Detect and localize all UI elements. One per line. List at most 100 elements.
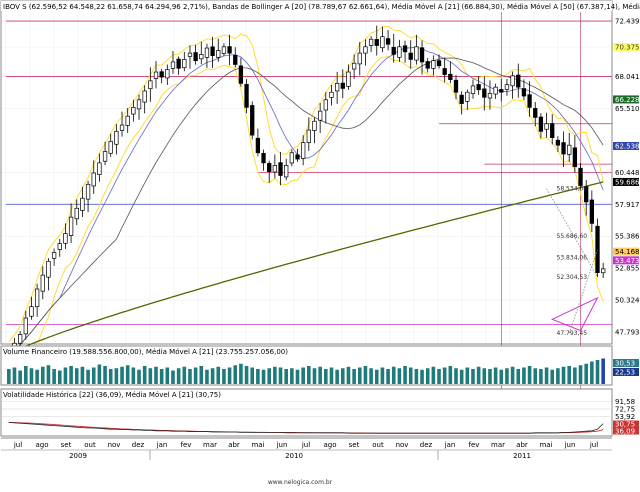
price-badge-5 [613,256,639,265]
candle-body [493,86,498,95]
candle-body [578,167,583,186]
candle-body [487,93,493,99]
volume-bar [46,365,51,384]
month-label-22: mai [539,441,552,449]
candle-body [459,94,464,104]
volume-header-bg [2,347,302,356]
volume-panel: Volume Financeiro (19.588.556.800,00), M… [0,345,639,386]
price-badge-label-0: 70.375 [615,44,640,52]
candle-body [567,144,572,155]
volume-bar [103,366,107,384]
volume-bar [131,367,136,384]
volume-bar [148,368,153,384]
candle-body [142,90,147,103]
volume-bar [125,365,130,384]
price-header-bg [1,1,612,11]
candle-body [255,137,261,154]
candle-body [199,54,204,60]
candle-body [351,62,357,70]
volume-bar [171,370,175,384]
price-badge-label-4: 54.168 [615,248,640,256]
volume-bar [261,369,266,384]
user-drawings [546,188,599,334]
month-label-15: out [372,441,384,449]
indicator-overlays [8,25,604,373]
price-badge-label-1: 66.228 [615,96,640,104]
volatility-line [8,422,604,434]
volume-bar [188,369,192,384]
month-label-23: jun [564,441,576,449]
volume-bar [414,369,419,384]
volatility-header: Volatilidade Histórica [22] (36,09), Méd… [3,391,221,399]
candle-body [301,142,306,159]
volume-bar [239,363,243,384]
volume-bar [335,369,339,384]
volume-bar [397,368,402,384]
fib-level-label-3: 52.304,53 [557,274,588,281]
candle-body [516,74,521,88]
volume-bar [267,368,272,384]
volume-bar [516,369,521,384]
volume-bar [590,361,594,384]
candle-body [210,46,215,56]
candle-body [584,186,589,203]
volume-bar [24,366,28,384]
candle-body [572,147,578,167]
volume-bar [57,370,62,384]
candle-body [165,69,170,79]
candle-body [63,233,68,244]
volume-bar [561,366,566,384]
volume-bar [312,368,317,384]
volume-bar [227,367,232,384]
volume-bar [533,368,538,384]
volume-bar [493,367,498,384]
volume-bar [346,366,351,384]
fib-level-label-2: 53.834,06 [557,254,588,261]
month-label-10: mai [251,441,264,449]
candle-body [278,162,283,176]
candle-body [91,172,96,187]
price-badge-0 [613,43,639,52]
price-tick-label-3: 65.510 [615,105,640,113]
candle-body [102,151,108,162]
fib-level-label-4: 47.793,45 [557,330,588,337]
month-label-0: jul [13,441,22,449]
price-tick-label-7: 52.855 [615,265,640,273]
candle-body [51,252,57,259]
candle-body [182,59,187,69]
month-labels: jul ago set out nov dez jan fev mar abr mai jun jul a… [13,441,598,449]
volume-bar [465,367,470,384]
volume-bar [290,368,294,384]
volume-bar [210,368,215,384]
month-label-24: jul [589,441,598,449]
volume-bar [539,369,543,384]
volatility-tick-label-0: 91,58 [615,398,635,406]
volume-bar [165,367,170,384]
candle-body [555,139,561,146]
volume-bar [193,367,198,384]
volume-bar [250,367,255,384]
volume-bar [471,369,475,384]
footer-url: www.nelogica.com.br [268,479,333,486]
volume-badge-0 [613,359,639,367]
volatility-lines [8,421,604,434]
volume-bar [114,368,119,384]
month-label-12: jul [301,441,310,449]
volume-badge-label-0: 30,53 [615,360,635,368]
volume-bar [544,367,549,384]
volatility-panel: Volatilidade Histórica [22] (36,09), Méd… [0,388,639,437]
candle-body [470,85,476,94]
volume-bar [340,368,345,384]
volume-bar [374,369,379,384]
volume-bar [233,365,238,384]
volume-bar [357,367,362,384]
month-label-17: dez [420,441,433,449]
candle-body [368,38,374,46]
month-label-20: mar [491,441,505,449]
candle-body [261,153,266,164]
month-label-19: fev [469,441,480,449]
price-badge-label-5: 53.473 [615,257,640,265]
candle-body [23,317,28,335]
